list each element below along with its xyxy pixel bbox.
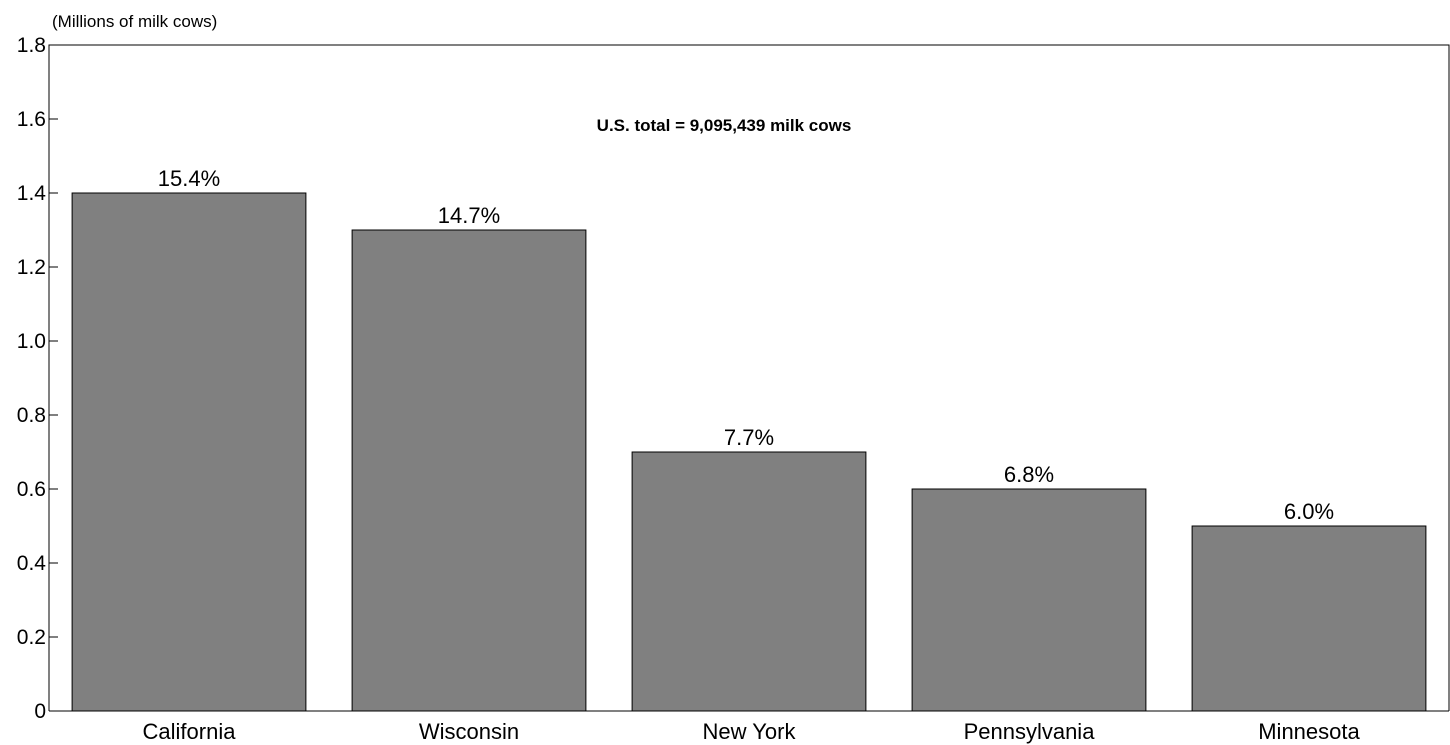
y-tick-label: 0.6	[17, 478, 46, 501]
y-axis-unit-label: (Millions of milk cows)	[52, 12, 217, 31]
y-tick-label: 1.0	[17, 330, 46, 353]
x-category-label: New York	[703, 719, 797, 744]
plot-frame	[48, 44, 1450, 711]
x-category-label: Pennsylvania	[964, 719, 1096, 744]
y-tick-label: 1.2	[17, 256, 46, 279]
data-label: 7.7%	[724, 425, 774, 450]
y-tick-label: 0.8	[17, 404, 46, 427]
y-tick-label: 0	[34, 700, 46, 723]
data-label: 6.0%	[1284, 499, 1334, 524]
bar-wisconsin	[351, 229, 587, 712]
x-category-label: Wisconsin	[419, 719, 519, 744]
y-tick-label: 1.8	[17, 34, 46, 57]
x-category-label: Minnesota	[1258, 719, 1360, 744]
bar-new-york	[631, 451, 867, 712]
data-label: 15.4%	[158, 166, 220, 191]
plot-area: 0 0.2 0.4 0.6 0.8 1.0 1.2 1.4 1.6 1.8 15.4% Califor…	[17, 34, 1450, 744]
bar-pennsylvania	[911, 488, 1147, 712]
y-tick-label: 0.4	[17, 552, 47, 575]
x-category-label: California	[143, 719, 237, 744]
bar-minnesota	[1191, 525, 1427, 712]
us-total-annotation: U.S. total = 9,095,439 milk cows	[597, 116, 852, 135]
y-tick-label: 1.6	[17, 108, 46, 131]
data-label: 6.8%	[1004, 462, 1054, 487]
data-label: 14.7%	[438, 203, 500, 228]
y-tick-label: 1.4	[17, 182, 47, 205]
y-tick-label: 0.2	[17, 626, 46, 649]
bar-california	[71, 192, 307, 712]
